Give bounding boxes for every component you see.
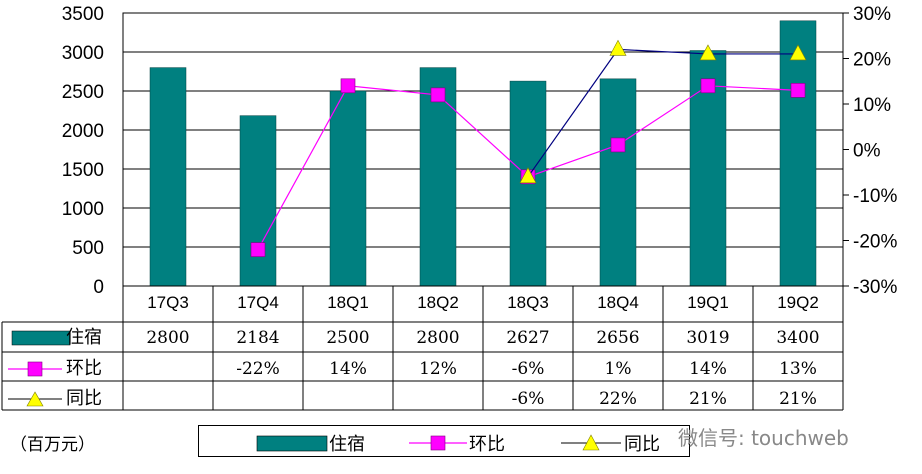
bar — [239, 115, 277, 287]
data-point-square — [340, 78, 356, 94]
data-point-square — [250, 242, 266, 257]
data-point-triangle — [699, 44, 717, 61]
legend-label-3: 同比 — [624, 434, 660, 455]
table-row-label: 住宿 — [66, 327, 102, 348]
data-point-triangle — [789, 44, 807, 61]
bar — [599, 78, 637, 287]
table-cell: 2184 — [236, 328, 279, 348]
x-tick-label: 18Q3 — [507, 293, 549, 312]
y-left-tick-label: 500 — [72, 238, 104, 259]
legend-label-2: 环比 — [469, 434, 505, 455]
y-left-tick-label: 1000 — [62, 199, 104, 220]
table-cell: -6% — [512, 389, 545, 409]
table-swatch-square — [27, 361, 43, 377]
legend-marker-square — [430, 435, 446, 451]
bar — [509, 80, 547, 287]
table-cell: 2656 — [596, 328, 639, 348]
bar — [419, 67, 457, 287]
y-right-tick-label: -10% — [853, 186, 897, 207]
data-point-square — [610, 137, 626, 153]
legend-swatch-bar — [256, 435, 328, 452]
unit-label: （百万元） — [10, 435, 95, 455]
data-point-square — [790, 83, 806, 98]
watermark: 微信号: touchweb — [678, 426, 849, 450]
y-right-tick-label: 10% — [853, 95, 891, 116]
table-cell: 3019 — [686, 328, 729, 348]
table-cell: -6% — [512, 359, 545, 379]
table-cell: 2800 — [416, 328, 459, 348]
table-cell: 2800 — [146, 328, 189, 348]
table-cell: 3400 — [776, 328, 819, 348]
table-cell: 21% — [689, 389, 727, 409]
y-left-tick-label: 2000 — [62, 121, 104, 142]
legend-label-1: 住宿 — [329, 434, 365, 455]
table-swatch-bar — [11, 330, 71, 346]
y-left-tick-label: 3500 — [62, 4, 104, 25]
x-tick-label: 17Q3 — [147, 293, 189, 312]
table-cell: 2627 — [506, 328, 549, 348]
table-cell: 13% — [779, 359, 817, 379]
y-left-tick-label: 3000 — [62, 43, 104, 64]
y-right-tick-label: 30% — [853, 4, 891, 25]
x-tick-label: 19Q2 — [777, 293, 819, 312]
y-left-tick-label: 0 — [93, 277, 104, 298]
bar — [779, 20, 817, 287]
x-tick-label: 18Q4 — [597, 293, 639, 312]
y-right-tick-label: 0% — [853, 141, 881, 162]
y-right-tick-label: 20% — [853, 50, 891, 71]
y-left-tick-label: 2500 — [62, 82, 104, 103]
legend: 住宿 环比 同比 — [198, 425, 690, 457]
table-cell: 22% — [599, 389, 637, 409]
table-cell: 14% — [329, 359, 367, 379]
y-right-tick-label: -30% — [853, 277, 897, 298]
table-cell: -22% — [236, 359, 280, 379]
data-point-triangle — [519, 167, 537, 184]
legend-marker-triangle — [582, 434, 600, 451]
table-cell: 21% — [779, 389, 817, 409]
series-line — [527, 48, 798, 178]
data-point-square — [700, 78, 716, 94]
bar — [149, 67, 187, 287]
table-cell: 1% — [605, 359, 632, 379]
x-tick-label: 18Q2 — [417, 293, 459, 312]
data-point-square — [430, 87, 446, 103]
table-row-label: 环比 — [66, 358, 102, 379]
x-tick-label: 19Q1 — [687, 293, 729, 312]
x-tick-label: 18Q1 — [327, 293, 369, 312]
x-tick-label: 17Q4 — [237, 293, 279, 312]
bar — [329, 90, 367, 287]
y-right-tick-label: -20% — [853, 232, 897, 253]
data-point-triangle — [609, 39, 627, 56]
table-cell: 14% — [689, 359, 727, 379]
table-cell: 12% — [419, 359, 457, 379]
y-left-tick-label: 1500 — [62, 160, 104, 181]
table-row-label: 同比 — [66, 388, 102, 409]
table-cell: 2500 — [326, 328, 369, 348]
table-swatch-triangle — [26, 391, 44, 407]
